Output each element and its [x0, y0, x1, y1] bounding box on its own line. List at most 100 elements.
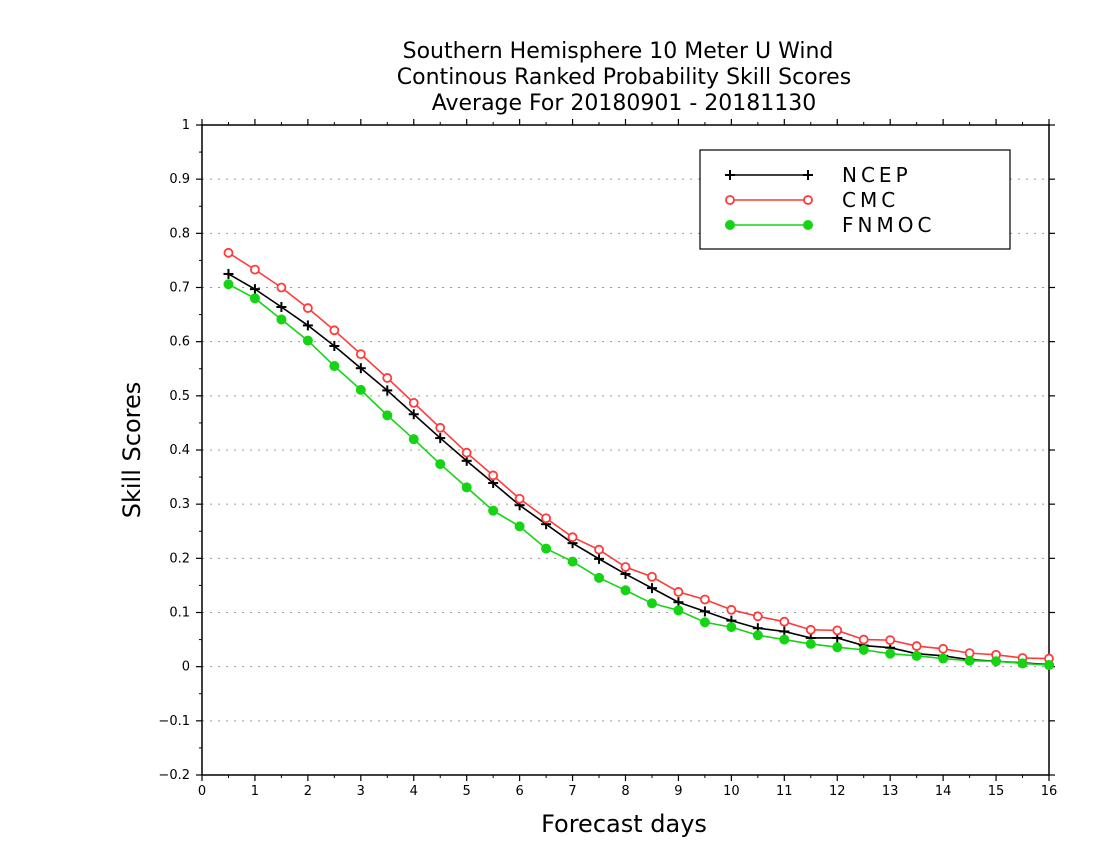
x-tick-label: 6: [515, 784, 523, 799]
data-point-cmc: [488, 470, 499, 481]
data-point-cmc: [276, 282, 287, 293]
x-tick-label: 7: [568, 784, 576, 799]
data-point-ncep: [249, 284, 260, 295]
data-point-ncep: [435, 433, 446, 444]
x-axis-title: Forecast days: [541, 810, 707, 838]
data-point-fnmoc: [991, 656, 1002, 667]
legend-marker-start: [725, 170, 735, 180]
data-point-cmc: [620, 562, 631, 572]
legend-marker-start: [725, 220, 735, 230]
chart-title-line-3: Average For 20180901 - 20181130: [432, 91, 817, 116]
y-tick-label: −0.1: [158, 714, 190, 729]
data-point-fnmoc: [488, 505, 499, 516]
data-point-fnmoc: [435, 459, 446, 470]
series-line-fnmoc: [228, 283, 1050, 666]
x-tick-label: 12: [829, 784, 846, 799]
x-tick-label: 13: [882, 784, 899, 799]
x-tick-label: 2: [304, 784, 312, 799]
x-tick-label: 5: [463, 784, 471, 799]
data-point-cmc: [832, 625, 843, 636]
data-point-cmc: [302, 303, 313, 313]
legend-item-cmc: CMC: [725, 188, 899, 212]
data-point-ncep: [276, 302, 287, 312]
data-point-fnmoc: [832, 642, 843, 653]
legend-item-fnmoc: FNMOC: [725, 213, 935, 237]
data-point-ncep: [329, 341, 340, 351]
data-point-cmc: [752, 611, 763, 622]
x-tick-label: 15: [988, 784, 1005, 799]
data-point-cmc: [355, 349, 366, 360]
legend-label-ncep: NCEP: [842, 163, 912, 187]
y-tick-label: 0.1: [169, 606, 190, 621]
legend-label-cmc: CMC: [842, 188, 899, 212]
legend-marker-end: [803, 170, 813, 180]
data-point-fnmoc: [938, 653, 949, 664]
data-point-ncep: [408, 409, 419, 420]
data-point-ncep: [594, 553, 605, 564]
y-tick-label: 0.6: [169, 335, 190, 350]
y-axis-title: Skill Scores: [118, 382, 146, 519]
data-point-fnmoc: [805, 638, 816, 649]
data-point-ncep: [223, 268, 234, 279]
data-point-cmc: [885, 635, 896, 646]
data-point-fnmoc: [514, 521, 525, 532]
data-point-fnmoc: [646, 598, 657, 609]
data-point-ncep: [646, 583, 657, 594]
data-point-cmc: [938, 643, 949, 654]
y-tick-label: 0.9: [169, 172, 190, 187]
y-tick-label: −0.2: [158, 768, 190, 783]
legend-marker-start: [725, 195, 735, 205]
x-tick-label: 0: [198, 784, 206, 799]
series-ncep: [223, 268, 1054, 670]
series-fnmoc: [223, 279, 1054, 671]
data-point-fnmoc: [461, 482, 472, 493]
data-point-cmc: [594, 544, 604, 555]
data-point-fnmoc: [620, 585, 631, 596]
data-point-ncep: [382, 385, 393, 396]
data-point-cmc: [647, 571, 657, 582]
data-point-fnmoc: [594, 572, 605, 583]
data-point-fnmoc: [302, 335, 313, 346]
series-cmc: [223, 247, 1054, 664]
data-point-cmc: [726, 604, 737, 615]
legend-label-fnmoc: FNMOC: [842, 213, 935, 237]
x-tick-label: 16: [1041, 784, 1058, 799]
data-point-fnmoc: [726, 622, 737, 633]
chart-title-line-2: Continous Ranked Probability Skill Score…: [397, 65, 851, 90]
data-point-fnmoc: [885, 648, 896, 659]
data-point-ncep: [355, 363, 366, 374]
gridlines: [202, 178, 1049, 722]
x-tick-label: 1: [251, 784, 259, 799]
data-point-cmc: [329, 325, 340, 336]
data-point-cmc: [673, 587, 684, 597]
x-tick-label: 11: [776, 784, 793, 799]
data-point-cmc: [567, 532, 578, 543]
data-point-fnmoc: [408, 434, 419, 445]
data-point-ncep: [699, 606, 710, 617]
data-point-fnmoc: [699, 617, 710, 628]
data-point-cmc: [779, 616, 790, 627]
data-point-fnmoc: [911, 650, 922, 661]
data-point-cmc: [408, 397, 419, 408]
y-tick-label: 0.5: [169, 389, 190, 404]
axes: −0.2−0.100.10.20.30.40.50.60.70.80.910 1 2…: [158, 118, 1057, 799]
x-tick-label: 14: [935, 784, 952, 799]
y-tick-label: 0.2: [169, 551, 190, 566]
data-point-cmc: [223, 247, 234, 258]
data-point-cmc: [461, 447, 472, 458]
data-point-cmc: [435, 422, 446, 433]
y-tick-label: 1: [182, 118, 190, 133]
data-point-fnmoc: [329, 361, 340, 372]
legend-marker-end: [803, 195, 813, 205]
data-point-fnmoc: [567, 556, 578, 567]
series-line-ncep: [228, 273, 1050, 666]
x-tick-label: 4: [410, 784, 418, 799]
data-point-cmc: [250, 264, 260, 275]
y-tick-label: 0.8: [169, 226, 190, 241]
y-tick-label: 0.3: [169, 497, 190, 512]
data-point-fnmoc: [1017, 658, 1028, 669]
data-point-cmc: [541, 513, 551, 524]
data-point-cmc: [700, 594, 710, 605]
data-point-fnmoc: [673, 605, 684, 616]
